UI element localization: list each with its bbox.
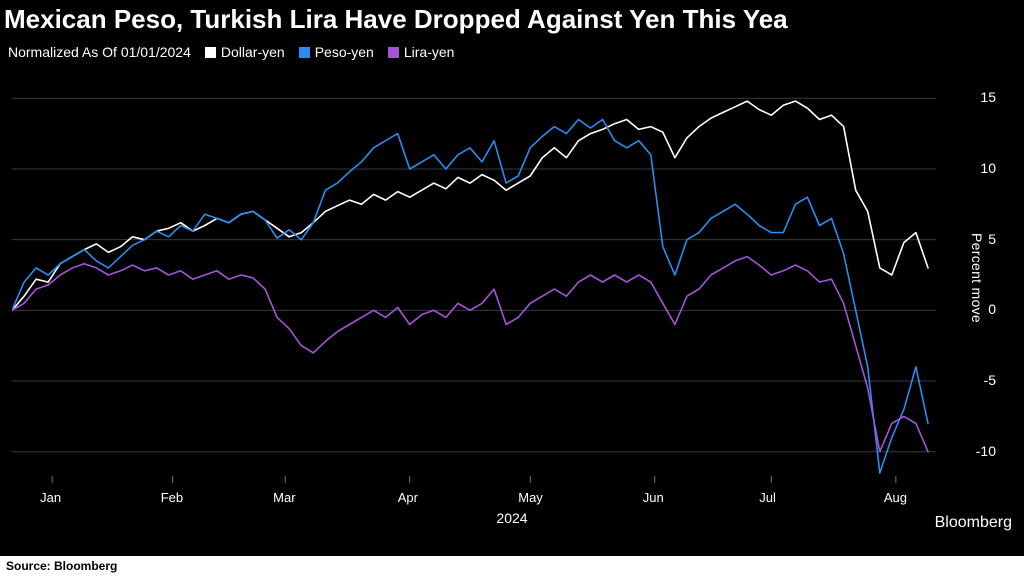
y-tick: -5: [984, 372, 996, 388]
y-tick: 0: [988, 301, 996, 317]
legend-item-lira: Lira-yen: [388, 44, 455, 60]
x-tick: Jan: [40, 490, 61, 505]
legend: Normalized As Of 01/01/2024 Dollar-yen P…: [8, 44, 454, 60]
x-tick: Feb: [161, 490, 183, 505]
x-tick: Aug: [884, 490, 907, 505]
source-footer: Source: Bloomberg: [4, 556, 1024, 576]
plot-svg: [12, 66, 982, 484]
legend-swatch-lira: [388, 47, 399, 58]
y-tick: 15: [980, 89, 996, 105]
chart-title: Mexican Peso, Turkish Lira Have Dropped …: [4, 4, 788, 35]
x-tick: May: [518, 490, 543, 505]
legend-label-lira: Lira-yen: [404, 44, 455, 60]
legend-item-dollar: Dollar-yen: [205, 44, 285, 60]
legend-item-peso: Peso-yen: [299, 44, 374, 60]
legend-subtitle: Normalized As Of 01/01/2024: [8, 44, 191, 60]
legend-swatch-dollar: [205, 47, 216, 58]
y-tick: -10: [976, 443, 996, 459]
x-tick: Apr: [398, 490, 418, 505]
plot-area: [12, 66, 982, 484]
y-tick: 5: [988, 231, 996, 247]
x-tick: Jul: [759, 490, 776, 505]
y-axis-label: Percent move: [969, 233, 985, 323]
brand-label: Bloomberg: [935, 514, 1012, 532]
chart-card: Mexican Peso, Turkish Lira Have Dropped …: [0, 0, 1024, 556]
legend-label-peso: Peso-yen: [315, 44, 374, 60]
legend-swatch-peso: [299, 47, 310, 58]
x-tick: Mar: [273, 490, 295, 505]
x-year-label: 2024: [496, 510, 527, 526]
x-tick: Jun: [643, 490, 664, 505]
source-label: Source: Bloomberg: [6, 559, 117, 573]
legend-label-dollar: Dollar-yen: [221, 44, 285, 60]
chart-container: Mexican Peso, Turkish Lira Have Dropped …: [0, 0, 1024, 576]
x-tick-labels: Jan Feb Mar Apr May Jun Jul Aug: [12, 490, 982, 506]
y-tick: 10: [980, 160, 996, 176]
